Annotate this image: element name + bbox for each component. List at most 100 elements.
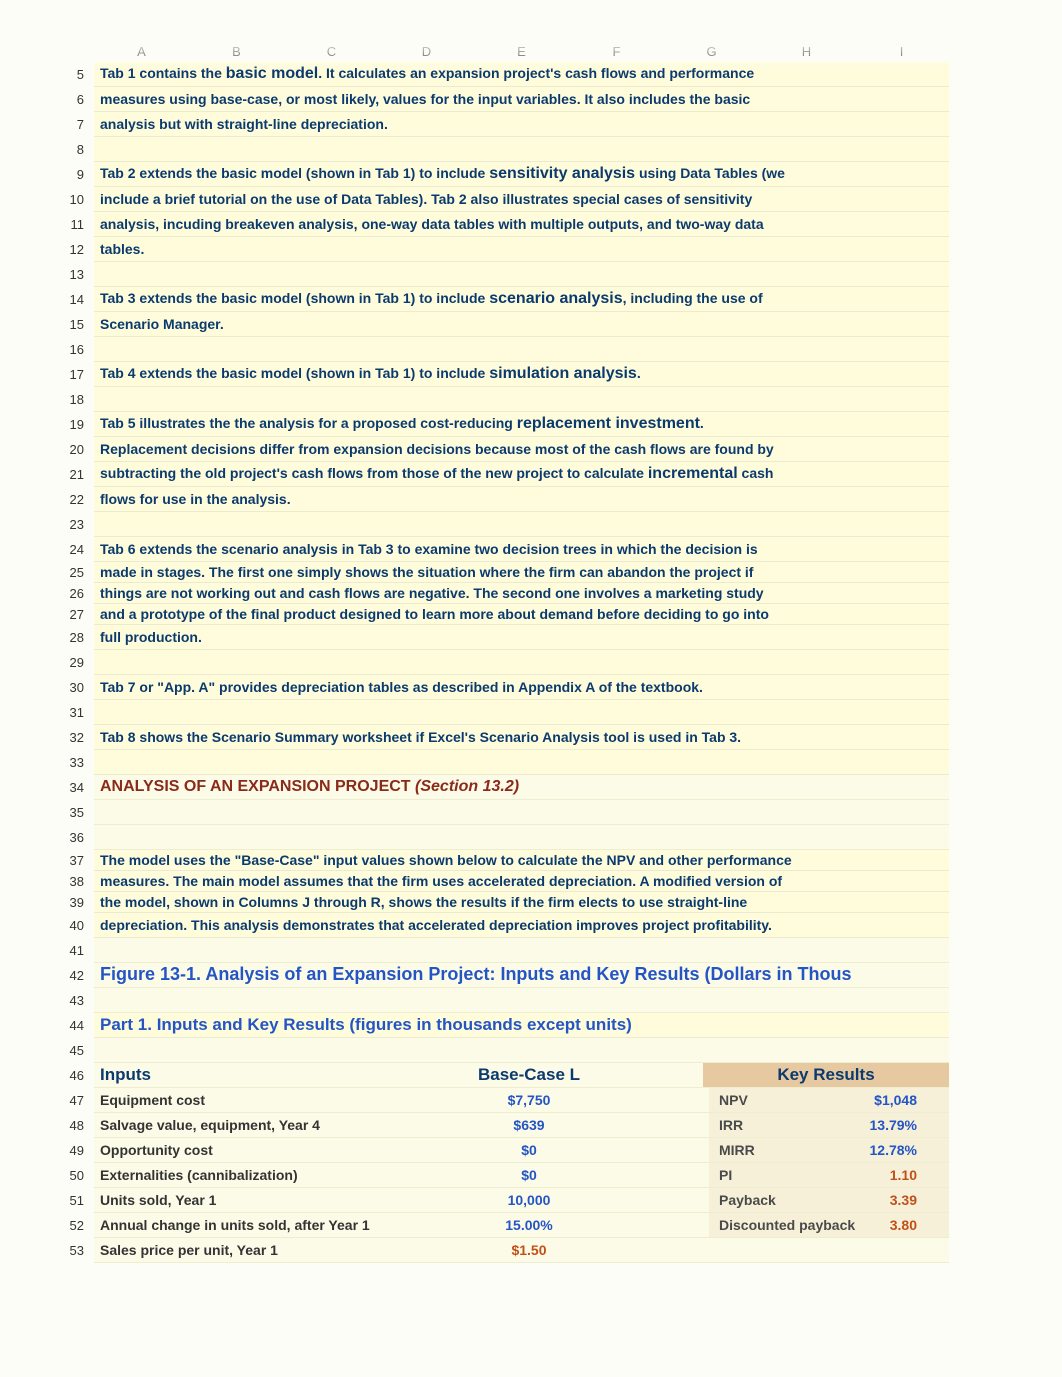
text-row[interactable]: depreciation. This analysis demonstrates… <box>94 913 949 938</box>
empty-row[interactable] <box>94 387 949 412</box>
col-header[interactable]: G <box>664 44 759 59</box>
col-header[interactable]: C <box>284 44 379 59</box>
row-number[interactable]: 34 <box>42 775 94 800</box>
row-number[interactable]: 45 <box>42 1038 94 1063</box>
row-number[interactable]: 33 <box>42 750 94 775</box>
empty-row[interactable] <box>94 650 949 675</box>
empty-row[interactable] <box>94 512 949 537</box>
empty-row[interactable] <box>94 137 949 162</box>
row-number[interactable]: 41 <box>42 938 94 963</box>
text-row[interactable]: measures. The main model assumes that th… <box>94 871 949 892</box>
row-number[interactable]: 35 <box>42 800 94 825</box>
empty-row[interactable] <box>94 337 949 362</box>
text-row[interactable]: Tab 2 extends the basic model (shown in … <box>94 162 949 187</box>
text-row[interactable]: subtracting the old project's cash flows… <box>94 462 949 487</box>
row-number[interactable]: 18 <box>42 387 94 412</box>
figure-title-row[interactable]: Figure 13-1. Analysis of an Expansion Pr… <box>94 963 949 988</box>
text-row[interactable]: and a prototype of the final product des… <box>94 604 949 625</box>
text-row[interactable]: flows for use in the analysis. <box>94 487 949 512</box>
row-number[interactable]: 15 <box>42 312 94 337</box>
row-number[interactable]: 53 <box>42 1238 94 1263</box>
row-number[interactable]: 36 <box>42 825 94 850</box>
row-number[interactable]: 43 <box>42 988 94 1013</box>
empty-row[interactable] <box>94 825 949 850</box>
text-row[interactable]: the model, shown in Columns J through R,… <box>94 892 949 913</box>
text-row[interactable]: Tab 6 extends the scenario analysis in T… <box>94 537 949 562</box>
row-number[interactable]: 46 <box>42 1063 94 1088</box>
row-number[interactable]: 39 <box>42 892 94 913</box>
text-row[interactable]: Replacement decisions differ from expans… <box>94 437 949 462</box>
text-row[interactable]: Tab 1 contains the basic model. It calcu… <box>94 62 949 87</box>
col-header[interactable]: B <box>189 44 284 59</box>
text-row[interactable]: full production. <box>94 625 949 650</box>
row-number[interactable]: 51 <box>42 1188 94 1213</box>
row-number[interactable]: 16 <box>42 337 94 362</box>
col-header[interactable]: H <box>759 44 854 59</box>
text-row[interactable]: Tab 4 extends the basic model (shown in … <box>94 362 949 387</box>
row-number[interactable]: 48 <box>42 1113 94 1138</box>
row-number[interactable]: 52 <box>42 1213 94 1238</box>
text-row[interactable]: analysis, incuding breakeven analysis, o… <box>94 212 949 237</box>
text-row[interactable]: Tab 5 illustrates the the analysis for a… <box>94 412 949 437</box>
row-number[interactable]: 32 <box>42 725 94 750</box>
row-number[interactable]: 21 <box>42 462 94 487</box>
row-number[interactable]: 37 <box>42 850 94 871</box>
row-number[interactable]: 26 <box>42 583 94 604</box>
text-row[interactable]: analysis but with straight-line deprecia… <box>94 112 949 137</box>
row-number[interactable]: 8 <box>42 137 94 162</box>
empty-row[interactable] <box>94 988 949 1013</box>
part-title-row[interactable]: Part 1. Inputs and Key Results (figures … <box>94 1013 949 1038</box>
text-row[interactable]: Tab 8 shows the Scenario Summary workshe… <box>94 725 949 750</box>
empty-row[interactable] <box>94 700 949 725</box>
row-number[interactable]: 12 <box>42 237 94 262</box>
row-number[interactable]: 17 <box>42 362 94 387</box>
col-header[interactable]: E <box>474 44 569 59</box>
input-data-row[interactable]: Annual change in units sold, after Year … <box>94 1213 949 1238</box>
row-number[interactable]: 28 <box>42 625 94 650</box>
row-number[interactable]: 40 <box>42 913 94 938</box>
row-number[interactable]: 19 <box>42 412 94 437</box>
text-row[interactable]: Scenario Manager. <box>94 312 949 337</box>
row-number[interactable]: 49 <box>42 1138 94 1163</box>
row-number[interactable]: 20 <box>42 437 94 462</box>
input-data-row[interactable]: Externalities (cannibalization)$0PI1.10 <box>94 1163 949 1188</box>
text-row[interactable]: Tab 3 extends the basic model (shown in … <box>94 287 949 312</box>
input-data-row[interactable]: Opportunity cost$0MIRR12.78% <box>94 1138 949 1163</box>
empty-row[interactable] <box>94 262 949 287</box>
text-row[interactable]: tables. <box>94 237 949 262</box>
text-row[interactable]: Tab 7 or "App. A" provides depreciation … <box>94 675 949 700</box>
row-number[interactable]: 6 <box>42 87 94 112</box>
row-number[interactable]: 11 <box>42 212 94 237</box>
row-number[interactable]: 38 <box>42 871 94 892</box>
row-number[interactable]: 14 <box>42 287 94 312</box>
col-header[interactable]: D <box>379 44 474 59</box>
inputs-header-row[interactable]: Inputs Base-Case L Key Results <box>94 1063 949 1088</box>
empty-row[interactable] <box>94 938 949 963</box>
row-number[interactable]: 5 <box>42 62 94 87</box>
heading-row[interactable]: ANALYSIS OF AN EXPANSION PROJECT (Sectio… <box>94 775 949 800</box>
row-number[interactable]: 50 <box>42 1163 94 1188</box>
input-data-row[interactable]: Units sold, Year 110,000Payback3.39 <box>94 1188 949 1213</box>
text-row[interactable]: include a brief tutorial on the use of D… <box>94 187 949 212</box>
col-header[interactable]: I <box>854 44 949 59</box>
input-data-row[interactable]: Salvage value, equipment, Year 4$639IRR1… <box>94 1113 949 1138</box>
row-number[interactable]: 31 <box>42 700 94 725</box>
text-row[interactable]: measures using base-case, or most likely… <box>94 87 949 112</box>
input-data-row[interactable]: Equipment cost$7,750NPV$1,048 <box>94 1088 949 1113</box>
row-number[interactable]: 47 <box>42 1088 94 1113</box>
text-row[interactable]: things are not working out and cash flow… <box>94 583 949 604</box>
text-row[interactable]: made in stages. The first one simply sho… <box>94 562 949 583</box>
empty-row[interactable] <box>94 800 949 825</box>
text-row[interactable]: The model uses the "Base-Case" input val… <box>94 850 949 871</box>
row-number[interactable]: 29 <box>42 650 94 675</box>
col-header[interactable]: A <box>94 44 189 59</box>
row-number[interactable]: 10 <box>42 187 94 212</box>
row-number[interactable]: 30 <box>42 675 94 700</box>
empty-row[interactable] <box>94 750 949 775</box>
input-data-row[interactable]: Sales price per unit, Year 1$1.50 <box>94 1238 949 1263</box>
row-number[interactable]: 22 <box>42 487 94 512</box>
row-number[interactable]: 9 <box>42 162 94 187</box>
col-header[interactable]: F <box>569 44 664 59</box>
row-number[interactable]: 7 <box>42 112 94 137</box>
empty-row[interactable] <box>94 1038 949 1063</box>
